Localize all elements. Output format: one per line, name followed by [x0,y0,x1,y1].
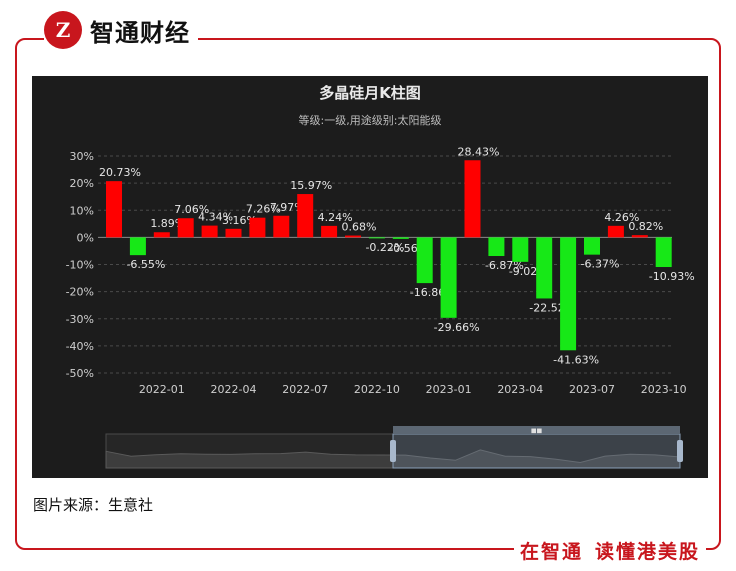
data-label: 4.26% [604,211,639,224]
image-source: 图片来源：生意社 [33,496,154,514]
data-label: -0.22% [365,241,404,254]
bar [631,235,648,238]
chart-subtitle: 等级:一级,用途级别:太阳能级 [298,114,442,127]
zoom-slider-left-handle[interactable] [390,440,396,462]
data-label: 0.82% [628,220,663,233]
bar [536,237,553,299]
bar [560,237,577,351]
bar [153,232,170,238]
bar [416,237,433,284]
x-tick-label: 2022-07 [282,383,328,396]
data-label: 3.16% [222,214,257,227]
data-label: 15.97% [290,179,332,192]
x-tick-label: 2023-01 [426,383,472,396]
bar [607,225,624,238]
x-tick-label: 2022-01 [139,383,185,396]
y-tick-label: -40% [66,340,94,353]
brand-header: Z 智通财经 [44,10,198,50]
data-label: 1.89% [150,217,185,230]
bar [297,194,314,238]
bar [655,237,672,268]
data-label: -29.66% [434,321,480,334]
data-label: -6.55% [126,258,165,271]
article-frame [15,38,721,550]
chart-panel: 30% 20% 10% 0% -10% -20% -30% -40% -50% 20.73% -6.… [32,76,708,478]
y-tick-label: -20% [66,286,94,299]
bar [321,225,338,238]
bar [345,235,361,238]
data-label: -10.93% [649,270,695,283]
zoom-slider-move-handle[interactable] [393,426,680,434]
x-tick-label: 2023-04 [497,383,543,396]
data-label: -6.37% [581,258,620,271]
bar [225,228,242,238]
data-label: 0.68% [342,221,377,234]
bar [201,225,218,238]
data-label: 20.73% [99,166,141,179]
bar [249,217,266,238]
bar-chart: 30% 20% 10% 0% -10% -20% -30% -40% -50% 20.73% -6.… [66,145,695,469]
bar [440,237,457,318]
data-label: 7.26% [246,203,281,216]
data-label: 4.24% [318,211,353,224]
bar [106,181,122,238]
bar [464,160,481,238]
data-label: 28.43% [458,145,500,158]
data-label: 4.34% [198,211,233,224]
bar [512,237,529,262]
bar [584,237,600,255]
data-label: 7.97% [270,201,305,214]
bar [368,237,385,239]
y-tick-label: -10% [66,259,94,272]
slogan-part-2: 读懂港美股 [594,540,700,563]
brand-name: 智通财经 [90,18,190,47]
data-label: 7.06% [174,203,209,216]
x-tick-label: 2022-10 [354,383,400,396]
data-label: -6.87% [485,259,524,272]
slogan-part-1: 在智通 [519,540,583,563]
bar [177,218,194,238]
chart-title: 多晶硅月K柱图 [319,84,421,102]
zhitong-logo-icon: Z [44,11,82,49]
bar [488,237,505,257]
zoom-slider-right-handle[interactable] [677,440,683,462]
y-tick-label: -30% [66,313,94,326]
zoom-handle-grip-icon: ■■ [531,428,543,435]
x-tick-label: 2023-10 [641,383,687,396]
x-tick-label: 2022-04 [211,383,257,396]
y-tick-label: 20% [70,177,94,190]
slogan: 在智通 读懂港美股 [513,535,706,565]
bar [392,237,409,239]
y-tick-label: 10% [70,204,94,217]
y-tick-label: -50% [66,367,94,380]
x-tick-label: 2023-07 [569,383,615,396]
y-tick-label: 0% [77,231,94,244]
y-tick-label: 30% [70,150,94,163]
data-label: -41.63% [553,353,599,366]
bar [273,215,290,238]
bar [129,237,146,256]
zoom-slider-window[interactable] [392,433,681,469]
